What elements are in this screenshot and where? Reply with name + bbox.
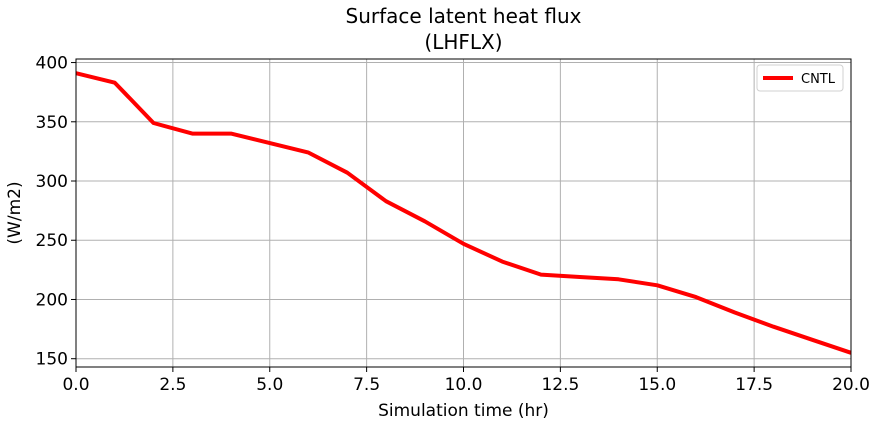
axis-ticks: 0.0 2.5 5.0 7.5 10.0 12.5 15.0 17.5 20.0 150 200 25… — [36, 54, 870, 395]
y-tick-label: 400 — [36, 54, 68, 74]
x-tick-label: 0.0 — [62, 375, 89, 395]
y-tick-label: 300 — [36, 172, 68, 192]
y-tick-label: 200 — [36, 290, 68, 310]
y-tick-label: 150 — [36, 350, 68, 370]
chart-subtitle: (LHFLX) — [424, 30, 502, 54]
y-tick-label: 350 — [36, 113, 68, 133]
x-tick-label: 7.5 — [353, 375, 380, 395]
legend: CNTL — [756, 64, 844, 92]
series-lines — [75, 71, 852, 355]
grid-lines — [75, 59, 852, 367]
x-tick-label: 10.0 — [445, 375, 483, 395]
x-tick-label: 2.5 — [159, 375, 186, 395]
legend-box — [756, 64, 844, 92]
x-tick-label: 17.5 — [735, 375, 773, 395]
y-axis-label: (W/m2) — [5, 181, 25, 244]
x-tick-label: 15.0 — [638, 375, 676, 395]
x-tick-label: 5.0 — [256, 375, 283, 395]
x-tick-label: 12.5 — [541, 375, 579, 395]
y-tick-label: 250 — [36, 231, 68, 251]
legend-label: CNTL — [801, 72, 836, 87]
chart-title: Surface latent heat flux — [346, 4, 582, 28]
x-axis-label: Simulation time (hr) — [378, 401, 549, 421]
series-line-cntl — [75, 71, 852, 355]
x-tick-label: 20.0 — [832, 375, 870, 395]
